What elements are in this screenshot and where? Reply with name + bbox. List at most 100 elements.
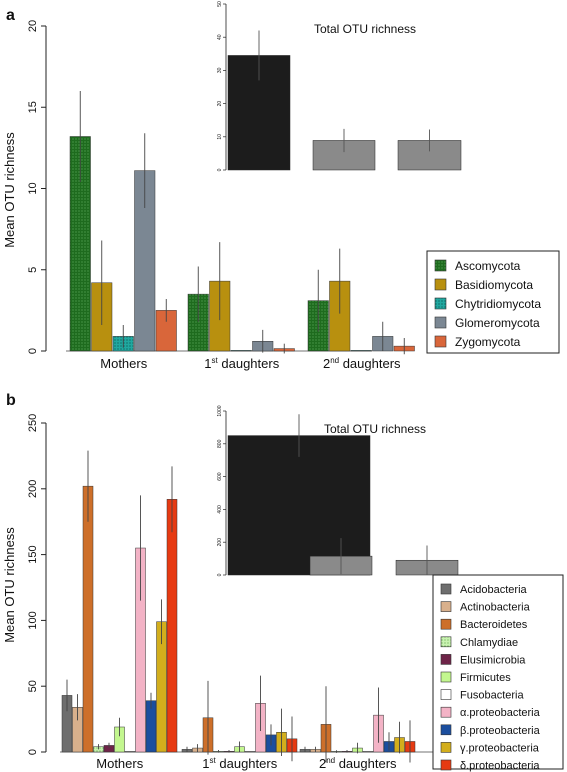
legend-label: Firmicutes [460,672,511,684]
category-label-base: 2 [323,356,330,371]
y-axis-label-a: Mean OTU richness [2,132,17,248]
category-labels-a: Mothers 1st daughters 2nd daughters [100,356,401,371]
category-labels-b: Mothers 1st daughters 2nd daughters [96,756,397,771]
y-tick-label: 200 [27,480,39,498]
legend-swatch [440,671,452,683]
panel-b: b Mean OTU richness 0 50 100 150 200 250 Moth… [2,392,564,772]
category-label-sup: st [212,356,219,365]
legend-swatch [440,654,452,665]
legend-label: Acidobacteria [460,584,528,596]
category-label-rest: daughters [218,356,280,371]
bar [350,350,372,352]
legend-label: γ.proteobacteria [460,742,540,754]
y-axis-label-b: Mean OTU richness [2,527,17,643]
panel-label-a: a [6,7,15,24]
legend-a: Ascomycota Basidiomycota Chytridiomycota Gl… [426,250,560,354]
inset-y-tick-label: 200 [217,538,223,547]
legend-label: Actinobacteria [460,602,531,614]
category-label-base: 2 [319,756,326,771]
legend-swatch [440,742,452,753]
y-tick-label: 100 [27,611,39,629]
category-label: 1st daughters [204,356,279,371]
legend-swatch [440,724,452,736]
legend-box [426,250,560,354]
legend-label: Glomeromycota [455,316,540,330]
category-label-base: 1 [204,356,211,371]
legend-label: Bacteroidetes [460,619,528,631]
category-label: 2nd daughters [323,356,401,371]
category-label-base: Mothers [100,356,147,371]
bar [244,751,256,753]
y-tick-label: 15 [27,101,39,113]
panel-label-b: b [6,392,16,409]
legend-swatch [440,601,452,612]
y-tick-label: 0 [27,749,39,755]
inset-bar [227,435,371,576]
inset-y-tick-label: 40 [217,34,223,40]
legend-label: Ascomycota [455,259,521,273]
y-tick-label: 0 [27,348,39,354]
legend-swatch [440,706,452,718]
bar [124,751,136,753]
legend-label: Elusimicrobia [460,654,526,666]
legend-swatch [440,759,452,771]
bar [230,350,252,352]
y-tick-label: 5 [27,267,39,273]
bars-b [61,450,416,763]
inset-title-b: Total OTU richness [324,422,426,436]
legend-label: Zygomycota [455,335,521,349]
inset-a: Total OTU richness 0 10 20 30 40 50 [217,1,462,171]
inset-y-tick-label: 20 [217,101,223,107]
inset-y-tick-label: 0 [217,168,223,171]
legend-b: Acidobacteria Actinobacteria Bacteroidetes… [432,574,564,772]
inset-y-tick-label: 30 [217,67,223,73]
inset-y-tick-label: 0 [217,573,223,576]
legend-swatch [434,316,447,329]
legend-label: Basidiomycota [455,278,533,292]
legend-swatch [434,335,447,348]
category-label: Mothers [96,756,143,771]
inset-y-tick-label: 800 [217,439,223,448]
category-label-rest: daughters [335,756,397,771]
y-tick-label: 150 [27,545,39,563]
category-label-base: 1 [202,756,209,771]
category-label-rest: daughters [216,756,278,771]
legend-label: α.proteobacteria [460,707,541,719]
bar [362,751,374,753]
category-label-base: Mothers [96,756,143,771]
inset-b: Total OTU richness 0 200 400 600 800 1000 [217,405,459,576]
bar [82,485,94,753]
legend-swatch [434,259,447,272]
y-tick-label: 20 [27,20,39,32]
category-label: Mothers [100,356,147,371]
category-label-sup: nd [330,356,339,365]
bars-a [69,91,415,355]
legend-swatch [440,618,452,630]
legend-label: Fusobacteria [460,690,524,702]
y-tick-label: 250 [27,414,39,432]
inset-y-tick-label: 1000 [217,405,223,416]
bar [166,499,178,753]
inset-title-a: Total OTU richness [314,22,416,36]
legend-swatch [434,278,447,291]
category-label: 2nd daughters [319,756,397,771]
legend-swatch [434,297,447,310]
category-label-sup: nd [326,756,335,765]
legend-swatch [440,636,452,648]
y-tick-label: 50 [27,680,39,692]
legend-swatch [440,583,452,595]
category-label: 1st daughters [202,756,277,771]
inset-y-tick-label: 400 [217,505,223,514]
legend-label: Chytridiomycota [455,297,541,311]
inset-y-tick-label: 600 [217,472,223,481]
category-label-rest: daughters [339,356,401,371]
category-label-sup: st [210,756,217,765]
y-tick-label: 10 [27,182,39,194]
inset-y-tick-label: 50 [217,1,223,7]
legend-box [432,574,564,770]
legend-label: β.proteobacteria [460,725,541,737]
legend-label: Chlamydiae [460,637,518,649]
inset-y-tick-label: 10 [217,134,223,140]
